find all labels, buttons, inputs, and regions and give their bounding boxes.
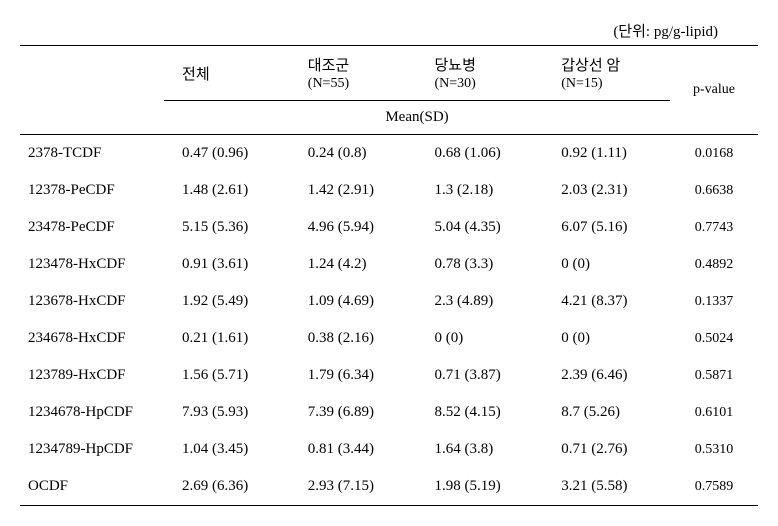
compound-cell: 123478-HxCDF	[20, 246, 164, 283]
pvalue-cell: 0.7743	[670, 209, 758, 246]
thyroid-cell: 4.21 (8.37)	[543, 283, 670, 320]
control-cell: 1.24 (4.2)	[290, 246, 417, 283]
header-thyroid: 갑상선 암 (N=15)	[543, 46, 670, 101]
data-table: 전체 대조군 (N=55) 당뇨병 (N=30) 갑상선 암 (N=15) p-…	[20, 45, 758, 506]
compound-cell: OCDF	[20, 468, 164, 506]
pvalue-cell: 0.1337	[670, 283, 758, 320]
thyroid-cell: 0.92 (1.11)	[543, 135, 670, 173]
total-cell: 1.56 (5.71)	[164, 357, 290, 394]
table-row: 1234678-HpCDF7.93 (5.93)7.39 (6.89)8.52 …	[20, 394, 758, 431]
total-cell: 0.91 (3.61)	[164, 246, 290, 283]
diabetes-cell: 5.04 (4.35)	[417, 209, 544, 246]
thyroid-cell: 6.07 (5.16)	[543, 209, 670, 246]
table-row: 123789-HxCDF1.56 (5.71)1.79 (6.34)0.71 (…	[20, 357, 758, 394]
total-cell: 1.04 (3.45)	[164, 431, 290, 468]
diabetes-cell: 1.3 (2.18)	[417, 172, 544, 209]
header-diabetes-line1: 당뇨병	[435, 58, 476, 74]
table-row: 23478-PeCDF5.15 (5.36)4.96 (5.94)5.04 (4…	[20, 209, 758, 246]
table-row: 2378-TCDF0.47 (0.96)0.24 (0.8)0.68 (1.06…	[20, 135, 758, 173]
compound-cell: 2378-TCDF	[20, 135, 164, 173]
thyroid-cell: 0 (0)	[543, 246, 670, 283]
thyroid-cell: 8.7 (5.26)	[543, 394, 670, 431]
diabetes-cell: 0.78 (3.3)	[417, 246, 544, 283]
control-cell: 1.09 (4.69)	[290, 283, 417, 320]
header-control-line1: 대조군	[308, 58, 349, 74]
diabetes-cell: 8.52 (4.15)	[417, 394, 544, 431]
diabetes-cell: 1.98 (5.19)	[417, 468, 544, 506]
thyroid-cell: 2.03 (2.31)	[543, 172, 670, 209]
header-pvalue: p-value	[670, 46, 758, 135]
table-row: 12378-PeCDF1.48 (2.61)1.42 (2.91)1.3 (2.…	[20, 172, 758, 209]
pvalue-cell: 0.5871	[670, 357, 758, 394]
header-thyroid-line2: (N=15)	[561, 76, 602, 91]
pvalue-cell: 0.5024	[670, 320, 758, 357]
thyroid-cell: 2.39 (6.46)	[543, 357, 670, 394]
header-meansd: Mean(SD)	[164, 101, 670, 135]
header-control: 대조군 (N=55)	[290, 46, 417, 101]
header-diabetes: 당뇨병 (N=30)	[417, 46, 544, 101]
total-cell: 0.47 (0.96)	[164, 135, 290, 173]
unit-label: (단위: pg/g-lipid)	[20, 20, 758, 41]
total-cell: 1.92 (5.49)	[164, 283, 290, 320]
diabetes-cell: 0 (0)	[417, 320, 544, 357]
control-cell: 1.42 (2.91)	[290, 172, 417, 209]
total-cell: 1.48 (2.61)	[164, 172, 290, 209]
header-blank	[20, 46, 164, 135]
control-cell: 4.96 (5.94)	[290, 209, 417, 246]
table-row: 123678-HxCDF1.92 (5.49)1.09 (4.69)2.3 (4…	[20, 283, 758, 320]
total-cell: 0.21 (1.61)	[164, 320, 290, 357]
diabetes-cell: 0.68 (1.06)	[417, 135, 544, 173]
control-cell: 0.24 (0.8)	[290, 135, 417, 173]
pvalue-cell: 0.0168	[670, 135, 758, 173]
compound-cell: 123678-HxCDF	[20, 283, 164, 320]
compound-cell: 1234789-HpCDF	[20, 431, 164, 468]
control-cell: 7.39 (6.89)	[290, 394, 417, 431]
compound-cell: 23478-PeCDF	[20, 209, 164, 246]
thyroid-cell: 0.71 (2.76)	[543, 431, 670, 468]
compound-cell: 1234678-HpCDF	[20, 394, 164, 431]
thyroid-cell: 0 (0)	[543, 320, 670, 357]
table-body: 2378-TCDF0.47 (0.96)0.24 (0.8)0.68 (1.06…	[20, 135, 758, 506]
total-cell: 5.15 (5.36)	[164, 209, 290, 246]
header-thyroid-line1: 갑상선 암	[561, 58, 620, 74]
header-control-line2: (N=55)	[308, 76, 349, 91]
pvalue-cell: 0.5310	[670, 431, 758, 468]
pvalue-cell: 0.4892	[670, 246, 758, 283]
control-cell: 1.79 (6.34)	[290, 357, 417, 394]
pvalue-cell: 0.6101	[670, 394, 758, 431]
control-cell: 0.81 (3.44)	[290, 431, 417, 468]
compound-cell: 12378-PeCDF	[20, 172, 164, 209]
total-cell: 2.69 (6.36)	[164, 468, 290, 506]
thyroid-cell: 3.21 (5.58)	[543, 468, 670, 506]
diabetes-cell: 1.64 (3.8)	[417, 431, 544, 468]
table-row: OCDF2.69 (6.36)2.93 (7.15)1.98 (5.19)3.2…	[20, 468, 758, 506]
compound-cell: 123789-HxCDF	[20, 357, 164, 394]
header-total: 전체	[164, 46, 290, 101]
table-row: 234678-HxCDF0.21 (1.61)0.38 (2.16)0 (0)0…	[20, 320, 758, 357]
header-diabetes-line2: (N=30)	[435, 76, 476, 91]
table-row: 1234789-HpCDF1.04 (3.45)0.81 (3.44)1.64 …	[20, 431, 758, 468]
pvalue-cell: 0.7589	[670, 468, 758, 506]
control-cell: 2.93 (7.15)	[290, 468, 417, 506]
total-cell: 7.93 (5.93)	[164, 394, 290, 431]
diabetes-cell: 2.3 (4.89)	[417, 283, 544, 320]
diabetes-cell: 0.71 (3.87)	[417, 357, 544, 394]
table-row: 123478-HxCDF0.91 (3.61)1.24 (4.2)0.78 (3…	[20, 246, 758, 283]
pvalue-cell: 0.6638	[670, 172, 758, 209]
control-cell: 0.38 (2.16)	[290, 320, 417, 357]
compound-cell: 234678-HxCDF	[20, 320, 164, 357]
